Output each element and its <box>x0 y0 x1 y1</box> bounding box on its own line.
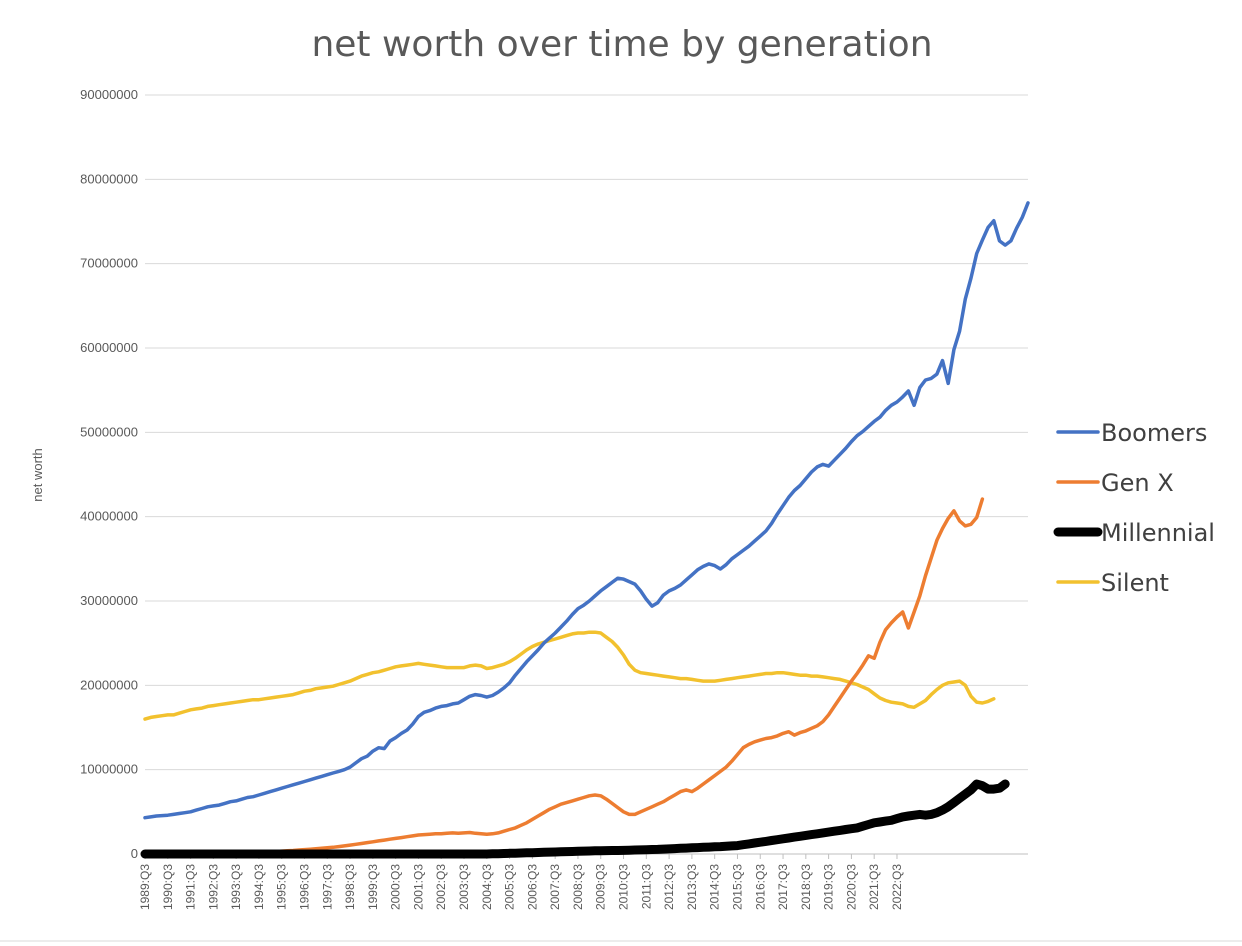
x-tick-label: 2014:Q3 <box>708 864 722 910</box>
x-tick-label: 2005:Q3 <box>503 864 517 910</box>
y-tick-label: 10000000 <box>80 762 138 777</box>
series-line-boomers <box>143 201 1030 820</box>
legend: Boomers Gen X Millennial Silent <box>1053 419 1215 597</box>
y-tick-label: 30000000 <box>80 593 138 608</box>
y-tick-labels: 0 10000000 20000000 30000000 40000000 5000000… <box>80 87 138 861</box>
x-tick-label: 2017:Q3 <box>776 864 790 910</box>
x-tick-label: 1993:Q3 <box>229 864 243 910</box>
x-tick-label: 1997:Q3 <box>320 864 334 910</box>
x-tick-label: 2003:Q3 <box>457 864 471 910</box>
legend-label: Gen X <box>1101 469 1174 497</box>
series-lines <box>140 201 1030 859</box>
x-tick-label: 2000:Q3 <box>389 864 403 910</box>
x-tick-label: 2001:Q3 <box>411 864 425 910</box>
y-tick-label: 20000000 <box>80 677 138 692</box>
y-tick-label: 60000000 <box>80 340 138 355</box>
x-tick-label: 2009:Q3 <box>594 864 608 910</box>
x-tick-label: 2004:Q3 <box>480 864 494 910</box>
series-line-millennial <box>140 779 1010 859</box>
x-tick-label: 1999:Q3 <box>366 864 380 910</box>
chart-title: net worth over time by generation <box>311 24 932 65</box>
x-tick-label: 1991:Q3 <box>184 864 198 910</box>
series-line-gen-x <box>143 497 985 856</box>
x-tick-label: 2012:Q3 <box>662 864 676 910</box>
x-tick-label: 1996:Q3 <box>298 864 312 910</box>
x-tick-label: 2020:Q3 <box>844 864 858 910</box>
x-tick-label: 1989:Q3 <box>138 864 152 910</box>
x-tick-label: 1992:Q3 <box>206 864 220 910</box>
x-tick-label: 2011:Q3 <box>639 864 653 909</box>
y-tick-label: 0 <box>131 846 138 861</box>
y-tick-label: 70000000 <box>80 256 138 271</box>
x-tick-label: 2007:Q3 <box>548 864 562 910</box>
x-tick-label: 2010:Q3 <box>617 864 631 910</box>
x-tick-label: 1994:Q3 <box>252 864 266 910</box>
y-tick-label: 50000000 <box>80 424 138 439</box>
legend-label: Silent <box>1101 569 1169 597</box>
gridlines <box>145 94 1028 855</box>
y-tick-label: 40000000 <box>80 509 138 524</box>
x-tick-label: 1998:Q3 <box>343 864 357 910</box>
x-tick-label: 2002:Q3 <box>434 864 448 910</box>
x-tick-label: 1995:Q3 <box>275 864 289 910</box>
x-tick-label: 2006:Q3 <box>525 864 539 910</box>
x-tick-label: 2008:Q3 <box>571 864 585 910</box>
x-tick-label: 2021:Q3 <box>867 864 881 910</box>
x-tick-label: 1990:Q3 <box>161 864 175 910</box>
y-tick-label: 80000000 <box>80 171 138 186</box>
legend-label: Boomers <box>1101 419 1207 447</box>
legend-label: Millennial <box>1101 519 1215 547</box>
y-axis-label: net worth <box>30 448 45 501</box>
series-line-silent <box>143 630 996 721</box>
x-tick-label: 2022:Q3 <box>890 864 904 910</box>
x-tick-label: 2016:Q3 <box>753 864 767 910</box>
x-tick-label: 2015:Q3 <box>730 864 744 910</box>
y-tick-label: 90000000 <box>80 87 138 102</box>
x-tick-labels: 1989:Q3 1990:Q3 1991:Q3 1992:Q3 1993:Q3 1994:… <box>138 854 904 910</box>
x-tick-label: 2013:Q3 <box>685 864 699 910</box>
x-tick-label: 2019:Q3 <box>822 864 836 910</box>
x-tick-label: 2018:Q3 <box>799 864 813 910</box>
